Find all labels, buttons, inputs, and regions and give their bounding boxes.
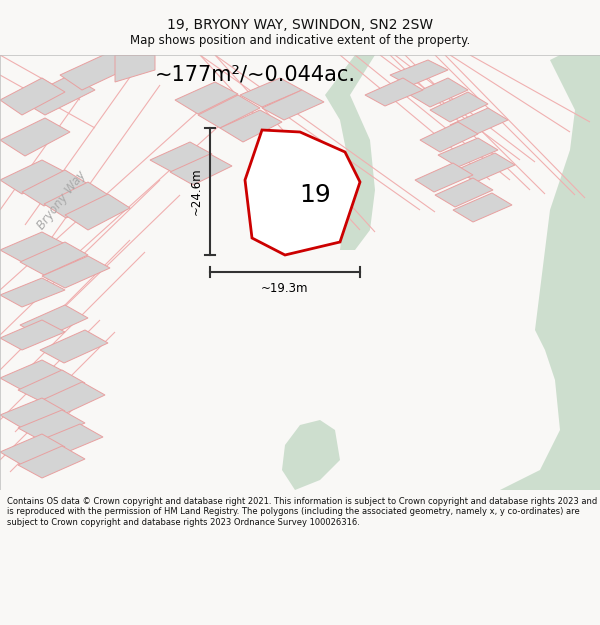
Polygon shape bbox=[20, 305, 88, 338]
Text: Map shows position and indicative extent of the property.: Map shows position and indicative extent… bbox=[130, 34, 470, 47]
Polygon shape bbox=[220, 110, 282, 142]
Polygon shape bbox=[38, 382, 105, 415]
Polygon shape bbox=[365, 78, 423, 106]
Polygon shape bbox=[65, 194, 130, 230]
Polygon shape bbox=[450, 108, 508, 137]
Polygon shape bbox=[175, 82, 238, 114]
Polygon shape bbox=[115, 55, 155, 82]
Polygon shape bbox=[0, 320, 65, 350]
Polygon shape bbox=[390, 60, 448, 86]
Polygon shape bbox=[20, 75, 95, 115]
Text: 19, BRYONY WAY, SWINDON, SN2 2SW: 19, BRYONY WAY, SWINDON, SN2 2SW bbox=[167, 18, 433, 32]
Polygon shape bbox=[438, 138, 498, 167]
Text: ~177m²/~0.044ac.: ~177m²/~0.044ac. bbox=[155, 65, 356, 85]
Polygon shape bbox=[420, 122, 478, 152]
Polygon shape bbox=[0, 398, 65, 428]
Text: ~19.3m: ~19.3m bbox=[261, 281, 309, 294]
Polygon shape bbox=[18, 370, 85, 402]
Polygon shape bbox=[325, 55, 375, 250]
Text: ~24.6m: ~24.6m bbox=[190, 168, 203, 215]
Polygon shape bbox=[0, 434, 65, 465]
Polygon shape bbox=[20, 242, 88, 275]
Polygon shape bbox=[500, 55, 600, 490]
Polygon shape bbox=[282, 420, 340, 490]
Polygon shape bbox=[262, 90, 324, 120]
Polygon shape bbox=[198, 95, 260, 128]
Polygon shape bbox=[430, 92, 488, 122]
Polygon shape bbox=[435, 178, 493, 207]
Polygon shape bbox=[0, 118, 70, 156]
Polygon shape bbox=[170, 154, 232, 185]
Polygon shape bbox=[44, 182, 110, 218]
Text: 19: 19 bbox=[299, 183, 331, 207]
Text: Bryony Way: Bryony Way bbox=[35, 168, 89, 232]
Polygon shape bbox=[0, 160, 65, 194]
Polygon shape bbox=[410, 78, 468, 107]
Polygon shape bbox=[0, 78, 65, 115]
Polygon shape bbox=[18, 410, 85, 441]
Polygon shape bbox=[60, 52, 135, 90]
Polygon shape bbox=[42, 256, 110, 288]
Polygon shape bbox=[456, 153, 515, 182]
Polygon shape bbox=[150, 142, 212, 172]
Polygon shape bbox=[36, 424, 103, 455]
Polygon shape bbox=[245, 130, 360, 255]
Bar bbox=[0, 55, 600, 490]
Polygon shape bbox=[0, 360, 65, 390]
Polygon shape bbox=[22, 170, 88, 206]
Polygon shape bbox=[0, 278, 65, 307]
Polygon shape bbox=[453, 193, 512, 222]
Polygon shape bbox=[40, 330, 108, 363]
Polygon shape bbox=[240, 78, 302, 107]
Polygon shape bbox=[415, 163, 473, 192]
Polygon shape bbox=[0, 232, 65, 262]
Polygon shape bbox=[18, 446, 85, 478]
Text: Contains OS data © Crown copyright and database right 2021. This information is : Contains OS data © Crown copyright and d… bbox=[7, 497, 598, 527]
